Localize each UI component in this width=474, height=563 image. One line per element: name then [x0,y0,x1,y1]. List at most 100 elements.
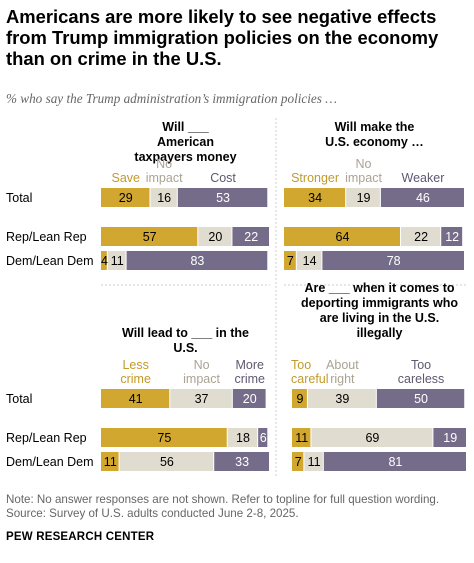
bar-value-label: 81 [388,455,402,469]
bar-value-label: 7 [295,455,302,469]
bar-value-label: 83 [190,254,204,268]
bar-p3-rep-lean-rep-no-impact [227,428,258,447]
legend-label-p1-save: Save [112,171,141,185]
panel-2-title-line: U.S. economy … [325,135,424,149]
legend-label-p3-more-crime: More [235,358,264,372]
row-label-rep-lean-rep: Rep/Lean Rep [6,230,87,244]
bar-p3-dem-lean-dem-less-crime [101,452,119,471]
bar-value-label: 11 [111,254,124,268]
bar-p2-rep-lean-rep-no-impact [401,227,441,246]
bar-p2-dem-lean-dem-weaker [322,251,464,270]
panel-4-title-line: deporting immigrants who [301,296,458,310]
legend-label-p2-stronger: Stronger [291,171,339,185]
bar-p1-rep-lean-rep-cost [232,227,269,246]
bar-value-label: 11 [308,455,321,469]
bar-value-label: 33 [235,455,249,469]
footer-note: Note: No answer responses are not shown.… [6,493,440,506]
legend-label-p1-no-impact: impact [146,171,183,185]
footer-brand: PEW RESEARCH CENTER [6,531,155,543]
bar-value-label: 19 [443,431,457,445]
bar-value-label: 11 [295,431,308,445]
bar-p2-dem-lean-dem-stronger [284,251,296,270]
legend-label-p4-about-right: About [326,358,359,372]
bar-value-label: 78 [387,254,401,268]
legend-label-p3-less-crime: Less [122,358,148,372]
bar-p4-dem-lean-dem-too-careless [323,452,466,471]
panel-2-title-line: Will make the [335,120,415,134]
bar-p1-total-save [101,188,150,207]
bar-value-label: 41 [129,392,143,406]
footer-source: Source: Survey of U.S. adults conducted … [6,507,299,520]
bar-p1-dem-lean-dem-save [101,251,107,270]
row-label-dem-lean-dem: Dem/Lean Dem [6,254,94,268]
bar-value-label: 9 [296,392,303,406]
bar-p4-rep-lean-rep-too-careless [433,428,466,447]
bar-p2-total-weaker [380,188,464,207]
bar-p2-rep-lean-rep-stronger [284,227,401,246]
bar-p4-rep-lean-rep-about-right [311,428,433,447]
bar-p1-total-no-impact [150,188,177,207]
bar-value-label: 22 [414,230,428,244]
bar-p3-rep-lean-rep-less-crime [101,428,227,447]
bar-value-label: 18 [236,431,250,445]
bar-p3-total-no-impact [170,389,232,408]
legend-label-p3-less-crime: crime [120,372,151,386]
bar-value-label: 57 [143,230,157,244]
bar-value-label: 7 [287,254,294,268]
panel-4-title-line: are living in the U.S. [320,311,439,325]
legend-label-p2-weaker: Weaker [402,171,445,185]
bar-p4-total-about-right [307,389,376,408]
bar-value-label: 4 [101,254,108,268]
legend-label-p4-too-careless: Too [411,358,431,372]
bar-value-label: 64 [336,230,350,244]
bar-p3-total-less-crime [101,389,170,408]
bar-p1-dem-lean-dem-no-impact [107,251,126,270]
bar-p4-dem-lean-dem-about-right [304,452,323,471]
bar-p1-rep-lean-rep-save [101,227,198,246]
row-label-rep-lean-rep: Rep/Lean Rep [6,431,87,445]
bar-value-label: 34 [308,191,322,205]
legend-label-p2-no-impact: impact [345,171,382,185]
legend-label-p3-no-impact: impact [183,372,220,386]
row-label-dem-lean-dem: Dem/Lean Dem [6,455,94,469]
legend-label-p4-about-right: right [330,372,355,386]
bar-p4-dem-lean-dem-too-careful [292,452,304,471]
legend-label-p2-no-impact: No [356,157,372,171]
legend-label-p1-cost: Cost [210,171,236,185]
legend-label-p3-more-crime: crime [234,372,265,386]
bar-p4-total-too-careful [292,389,307,408]
legend-label-p4-too-careful: Too [291,358,311,372]
bar-p2-rep-lean-rep-weaker [441,227,463,246]
bar-value-label: 16 [157,191,171,205]
bar-p4-total-too-careless [376,389,465,408]
bar-value-label: 69 [365,431,379,445]
legend-label-p3-no-impact: No [194,358,210,372]
bar-value-label: 53 [216,191,230,205]
legend-label-p4-too-careful: careful [291,372,329,386]
bar-p1-rep-lean-rep-no-impact [198,227,232,246]
bar-value-label: 75 [157,431,171,445]
bar-value-label: 46 [416,191,430,205]
panel-1-title-line: taxpayers money [134,150,236,164]
bar-p2-total-no-impact [346,188,380,207]
bar-value-label: 6 [260,431,267,445]
bar-value-label: 50 [414,392,428,406]
bar-value-label: 11 [104,455,117,469]
panel-4-title-line: illegally [357,326,403,340]
bar-p4-rep-lean-rep-too-careful [292,428,311,447]
bar-value-label: 20 [243,392,257,406]
bar-value-label: 56 [160,455,174,469]
bar-value-label: 12 [445,230,459,244]
bar-p3-dem-lean-dem-more-crime [214,452,269,471]
bar-p1-total-cost [177,188,268,207]
legend-label-p1-no-impact: No [156,157,172,171]
chart-title: Americans are more likely to see negativ… [6,6,439,69]
panel-1-title-line: American [157,135,214,149]
bar-value-label: 29 [119,191,133,205]
panel-3-title-line: Will lead to ___ in the [122,326,249,340]
chart-subtitle: % who say the Trump administration’s imm… [6,91,337,106]
row-label-total: Total [6,191,32,205]
bar-value-label: 39 [335,392,349,406]
row-label-total: Total [6,392,32,406]
bar-value-label: 14 [303,254,317,268]
